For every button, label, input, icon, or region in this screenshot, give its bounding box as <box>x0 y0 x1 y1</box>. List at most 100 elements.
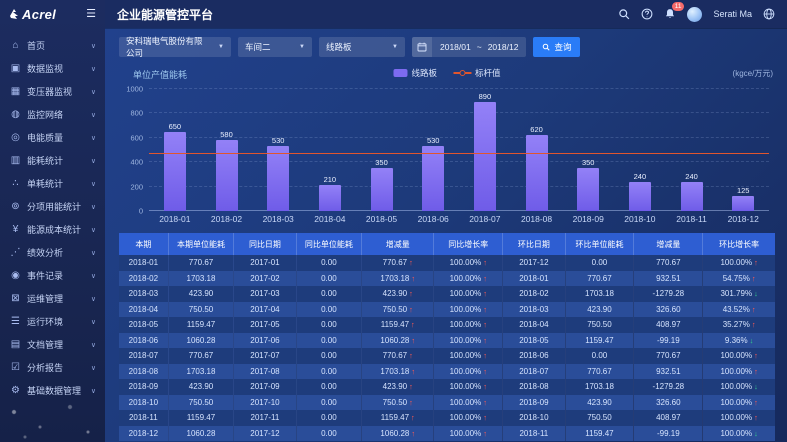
table-cell: 0.00 <box>565 255 635 271</box>
table-cell: 1159.47 <box>565 425 635 441</box>
help-icon[interactable] <box>641 8 653 20</box>
sidebar-item-power-quality[interactable]: ◎ 电能质量 ∨ <box>0 126 105 149</box>
energy-stats-icon: ▥ <box>10 155 21 166</box>
sidebar-item-runtime-env[interactable]: ☰ 运行环境 ∨ <box>0 310 105 333</box>
sidebar-item-doc-management[interactable]: ▤ 文档管理 ∨ <box>0 333 105 356</box>
chevron-down-icon: ∨ <box>90 88 96 96</box>
table-cell: 770.67 <box>168 255 235 271</box>
chevron-down-icon: ∨ <box>90 226 96 234</box>
date-range-picker[interactable]: 2018/01 ~ 2018/12 <box>412 37 527 57</box>
table-cell: 2018-11 <box>502 425 566 441</box>
sidebar-item-subitem-energy[interactable]: ⊚ 分项用能统计 ∨ <box>0 195 105 218</box>
arrow-up-icon: ↑ <box>409 258 413 268</box>
bar-value-label: 890 <box>478 92 492 102</box>
sidebar-item-label: 分析报告 <box>27 363 64 373</box>
sidebar-item-om-management[interactable]: ⊠ 运维管理 ∨ <box>0 287 105 310</box>
sidebar-item-label: 数据监视 <box>27 64 64 74</box>
gridline <box>149 136 769 138</box>
logo-row: Acrel ☰ <box>0 0 105 28</box>
bar-slot: 240 <box>666 89 718 211</box>
sidebar-item-energy-cost[interactable]: ¥ 能源成本统计 ∨ <box>0 218 105 241</box>
arrow-up-icon: ↑ <box>754 413 758 423</box>
arrow-up-icon: ↑ <box>411 413 415 423</box>
event-records-icon: ◉ <box>11 270 20 281</box>
language-globe-icon[interactable] <box>763 8 775 20</box>
table-cell: -1279.28 <box>633 379 704 395</box>
home-icon: ⌂ <box>12 40 19 51</box>
table-cell: 423.90 ↑ <box>361 379 435 395</box>
table-cell: 423.90 <box>168 286 235 302</box>
filter-bar: 安科瑞电气股份有限公司 ▼ 车间二 ▼ 线路板 ▼ 2018/01 ~ 2018… <box>119 35 775 59</box>
menu-toggle-icon[interactable]: ☰ <box>86 7 96 20</box>
line-select[interactable]: 线路板 ▼ <box>319 37 405 57</box>
chart-legend: 线路板 标杆值 <box>393 67 501 79</box>
sidebar-item-energy-stats[interactable]: ▥ 能耗统计 ∨ <box>0 149 105 172</box>
sidebar-item-label: 分项用能统计 <box>27 202 82 212</box>
notification-badge: 11 <box>671 2 685 11</box>
company-select[interactable]: 安科瑞电气股份有限公司 ▼ <box>119 36 231 58</box>
legend-item-series[interactable]: 线路板 <box>393 67 437 79</box>
table-cell: 2018-12 <box>119 425 169 441</box>
arrow-up-icon: ↑ <box>754 258 758 268</box>
table-cell: 0.00 <box>296 255 363 271</box>
table-row: 2018-11 1159.47 2017-11 0.00 1159.47 ↑ 100.00%… <box>119 410 775 426</box>
table-cell: 2018-01 <box>119 255 169 271</box>
table-cell: 1159.47 ↑ <box>361 410 435 426</box>
table-cell: 100.00% ↑ <box>433 410 504 426</box>
legend-item-benchmark[interactable]: 标杆值 <box>453 67 501 79</box>
table-cell: 770.67 <box>633 255 704 271</box>
query-button[interactable]: 查询 <box>533 37 581 57</box>
gridline <box>149 185 769 187</box>
chevron-down-icon: ∨ <box>90 65 96 73</box>
bell-icon <box>666 9 675 18</box>
avatar[interactable] <box>687 6 703 22</box>
table-cell: 2018-04 <box>119 301 169 317</box>
sidebar-item-base-data[interactable]: ⚙ 基础数据管理 ∨ <box>0 379 105 402</box>
table-column-header: 本期 <box>119 233 169 255</box>
sidebar-item-home[interactable]: ⌂ 首页 ∨ <box>0 34 105 57</box>
date-start[interactable]: 2018/01 <box>440 42 471 52</box>
x-axis-tick: 2018-09 <box>572 214 604 224</box>
workshop-select[interactable]: 车间二 ▼ <box>238 37 312 57</box>
sidebar-item-label: 变压器监视 <box>27 87 73 97</box>
x-axis-tick: 2018-06 <box>417 214 449 224</box>
sidebar-item-monitor-network[interactable]: ◍ 监控网络 ∨ <box>0 103 105 126</box>
sidebar-item-event-records[interactable]: ◉ 事件记录 ∨ <box>0 264 105 287</box>
gridline <box>149 112 769 114</box>
x-axis-tick: 2018-10 <box>624 214 656 224</box>
brand-logo[interactable]: Acrel <box>9 7 56 22</box>
table-cell: 100.00% ↑ <box>433 348 504 364</box>
sidebar-item-unit-consumption[interactable]: ∴ 单耗统计 ∨ <box>0 172 105 195</box>
date-end[interactable]: 2018/12 <box>487 42 519 52</box>
search-icon[interactable] <box>618 8 630 20</box>
topbar-actions: 11 Serati Ma <box>618 2 775 22</box>
bar <box>267 146 290 211</box>
chevron-down-icon: ∨ <box>90 180 96 188</box>
chevron-down-icon: ▼ <box>392 44 398 50</box>
table-cell: 770.67 ↑ <box>361 348 435 364</box>
table-cell: 0.00 <box>296 410 363 426</box>
table-cell: 2017-02 <box>233 270 297 286</box>
date-separator: ~ <box>476 42 482 52</box>
table-cell: 0.00 <box>296 379 363 395</box>
performance-icon: ⋰ <box>10 247 21 258</box>
bar <box>680 181 703 211</box>
bar-value-label: 650 <box>168 121 182 131</box>
table-cell: 301.79% ↓ <box>702 286 775 302</box>
bar-slot: 125 <box>717 89 769 211</box>
table-row: 2018-05 1159.47 2017-05 0.00 1159.47 ↑ 100.00%… <box>119 317 775 333</box>
arrow-up-icon: ↑ <box>411 366 416 376</box>
arrow-up-icon: ↑ <box>483 428 487 438</box>
sidebar-item-transformer-monitor[interactable]: ▦ 变压器监视 ∨ <box>0 80 105 103</box>
table-cell: 770.67 <box>565 270 635 286</box>
table-column-header: 增减量 <box>361 233 435 255</box>
table-cell: -1279.28 <box>633 286 704 302</box>
arrow-up-icon: ↑ <box>411 335 416 345</box>
sidebar-item-performance[interactable]: ⋰ 绩效分析 ∨ <box>0 241 105 264</box>
table-cell: 2018-05 <box>502 332 566 348</box>
sidebar-item-analysis-report[interactable]: ☑ 分析报告 ∨ <box>0 356 105 379</box>
table-cell: 750.50 <box>565 410 635 426</box>
sidebar-item-data-monitor[interactable]: ▣ 数据监视 ∨ <box>0 57 105 80</box>
notifications[interactable]: 11 <box>664 2 685 20</box>
user-name[interactable]: Serati Ma <box>713 9 752 19</box>
